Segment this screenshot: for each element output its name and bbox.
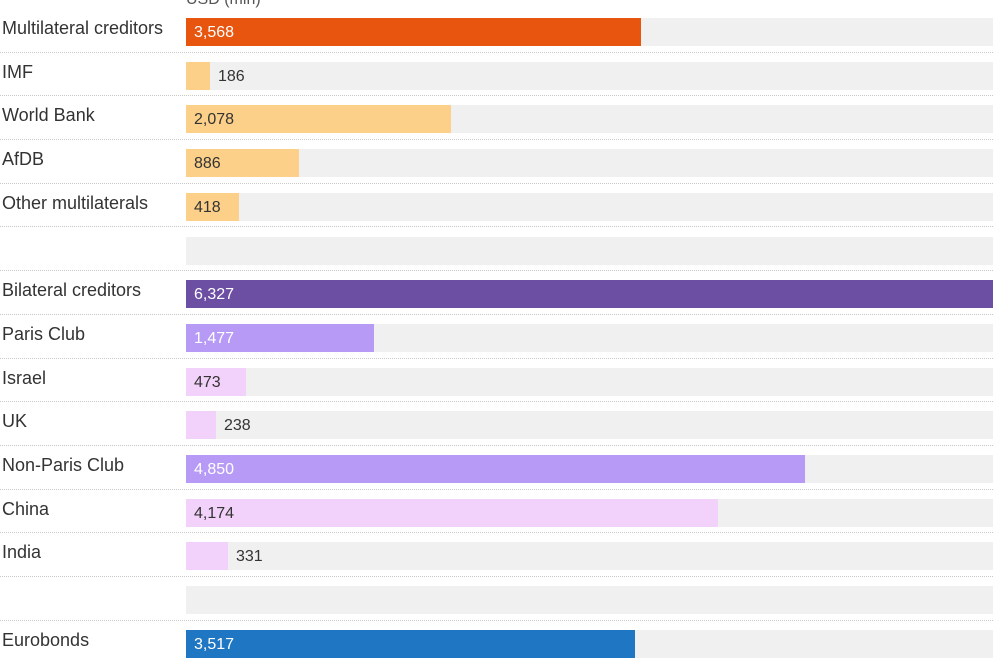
data-label: 6,327	[194, 286, 235, 304]
data-label: 4,174	[194, 504, 235, 522]
chart-row: 6,327 Bilateral creditors	[0, 271, 1000, 315]
category-label: China	[2, 498, 50, 519]
bar	[186, 367, 246, 396]
row-divider	[0, 270, 993, 272]
data-label: 186	[218, 67, 245, 85]
row-divider	[0, 226, 993, 228]
data-label: 3,517	[194, 635, 235, 653]
chart-row: 238 UK	[0, 402, 1000, 446]
bar	[186, 105, 451, 134]
bar	[186, 629, 635, 658]
category-label: India	[2, 542, 42, 563]
chart-row: 331 India	[0, 533, 1000, 578]
bar-track: 6,327	[186, 280, 993, 309]
chart-row: 4,174 China	[0, 490, 1000, 534]
unit-label: USD (mln)	[186, 0, 261, 10]
bar-track: 3,568	[186, 18, 993, 46]
row-divider	[0, 444, 993, 446]
category-label: Israel	[2, 367, 47, 388]
category-label: Non-Paris Club	[2, 455, 125, 475]
row-divider	[0, 619, 993, 621]
data-label: 3,568	[194, 24, 235, 41]
chart-row: 2,078 World Bank	[0, 96, 1000, 141]
chart-row: 473 Israel	[0, 359, 1000, 403]
row-divider	[0, 313, 993, 315]
bar-track: 418	[186, 192, 993, 221]
row-divider	[0, 357, 993, 359]
bar	[186, 498, 718, 527]
bar-track: 2,078	[186, 105, 993, 134]
spacer-row	[0, 228, 1000, 272]
chart-row: 418 Other multilaterals	[0, 184, 1000, 228]
row-divider	[0, 532, 993, 534]
data-label: 418	[194, 198, 221, 216]
spacer-row	[0, 577, 1000, 621]
bar-track: 4,174	[186, 498, 993, 527]
row-divider	[0, 488, 993, 490]
bar-track: 238	[186, 411, 993, 440]
bar-track: 1,477	[186, 323, 993, 352]
row-divider	[0, 182, 993, 184]
bar-track: 4,850	[186, 455, 993, 483]
data-label: 2,078	[194, 111, 235, 129]
data-label: 238	[224, 417, 251, 435]
bar-track: 3,517	[186, 629, 993, 658]
row-divider	[0, 95, 993, 97]
chart-row: 3,517 Eurobonds	[0, 621, 1000, 664]
category-label: Paris Club	[2, 323, 86, 344]
category-label: Other multilaterals	[2, 192, 149, 213]
bar-track	[186, 586, 993, 615]
row-divider	[0, 139, 993, 141]
bar	[186, 61, 210, 90]
category-label: AfDB	[2, 149, 45, 170]
row-divider	[0, 401, 993, 403]
category-label: UK	[2, 411, 28, 432]
data-label: 4,850	[194, 461, 235, 478]
bar-track	[186, 236, 993, 265]
bar	[186, 18, 641, 46]
data-label: 331	[236, 548, 263, 566]
data-label: 1,477	[194, 329, 235, 347]
data-label: 886	[194, 155, 221, 173]
category-label: Multilateral creditors	[2, 18, 164, 38]
chart-row: 3,568 Multilateral creditors	[0, 9, 1000, 53]
bar	[186, 280, 993, 309]
chart-row: 186 IMF	[0, 53, 1000, 97]
chart-row: 1,477 Paris Club	[0, 315, 1000, 359]
data-label: 473	[194, 373, 221, 391]
bar	[186, 323, 374, 352]
category-label: World Bank	[2, 105, 95, 126]
bar-track: 331	[186, 542, 993, 571]
bar-track: 186	[186, 61, 993, 90]
category-label: Bilateral creditors	[2, 280, 142, 301]
bar	[186, 542, 228, 571]
bar	[186, 455, 805, 483]
bar-track: 886	[186, 149, 993, 178]
chart-row: 4,850 Non-Paris Club	[0, 446, 1000, 490]
category-label: Eurobonds	[2, 629, 90, 650]
category-label: IMF	[2, 61, 33, 82]
bar	[186, 411, 216, 440]
row-divider	[0, 51, 993, 53]
bar	[186, 149, 299, 178]
chart-row: 886 AfDB	[0, 140, 1000, 184]
bar	[186, 192, 239, 221]
bar-track: 473	[186, 367, 993, 396]
row-divider	[0, 576, 993, 578]
